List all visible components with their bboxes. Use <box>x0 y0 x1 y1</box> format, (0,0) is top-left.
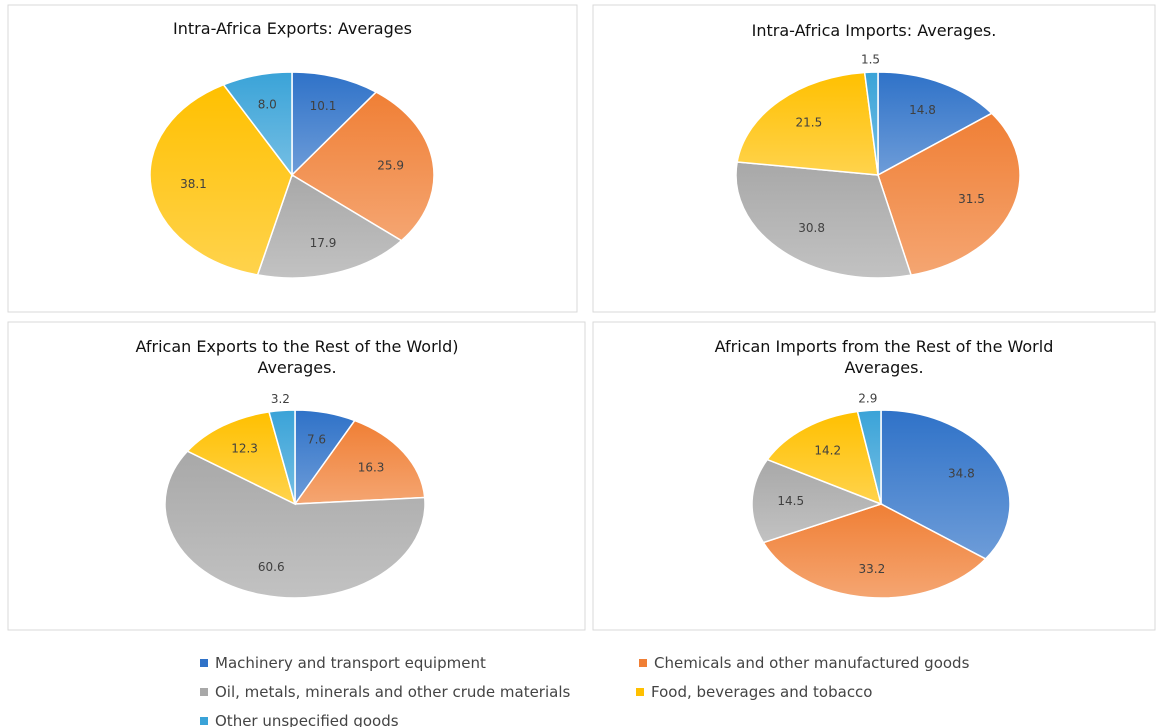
pie-slice <box>766 410 883 506</box>
legend-swatch <box>636 687 644 696</box>
pie-slice <box>877 112 1021 277</box>
pie-slice <box>856 409 882 505</box>
data-label: 14.8 <box>909 103 936 117</box>
legend-item: Chemicals and other manufactured goods <box>639 648 1074 677</box>
data-label: 60.6 <box>258 560 285 574</box>
legend-label: Oil, metals, minerals and other crude ma… <box>215 682 571 701</box>
pie-slice <box>762 503 987 599</box>
pie-slice <box>268 409 296 505</box>
legend-label: Other unspecified goods <box>215 711 399 727</box>
pie-slice <box>863 71 879 176</box>
pie-slice <box>293 419 426 505</box>
data-label: 31.5 <box>958 192 985 206</box>
pie-slice <box>290 91 435 242</box>
data-label: 16.3 <box>358 460 385 474</box>
data-label: 7.6 <box>307 433 326 447</box>
pie-slice <box>736 71 879 176</box>
pie-slice <box>149 83 293 276</box>
pie-slice <box>751 458 884 544</box>
data-label: 25.9 <box>377 159 404 173</box>
data-label: 21.5 <box>796 116 823 130</box>
chart-title: African Exports to the Rest of the World… <box>135 337 459 377</box>
pie-slice <box>186 411 297 506</box>
pie-slice <box>222 71 293 178</box>
data-label: 38.1 <box>180 177 207 191</box>
legend-swatch <box>200 687 208 696</box>
panel <box>592 321 1156 631</box>
legend-swatch <box>639 658 647 667</box>
data-label: 3.2 <box>271 392 290 406</box>
legend-item: Machinery and transport equipment <box>200 648 635 677</box>
chart-title: Intra-Africa Exports: Averages <box>173 19 412 38</box>
pie-slice <box>880 409 1011 560</box>
pie-slice <box>291 71 378 177</box>
data-label: 14.2 <box>814 443 841 457</box>
legend-item: Other unspecified goods <box>200 706 635 727</box>
pie-slice <box>256 173 403 279</box>
panel <box>592 4 1156 313</box>
pie-slice <box>877 71 993 177</box>
data-label: 8.0 <box>258 98 277 112</box>
data-label: 2.9 <box>858 392 877 406</box>
data-label: 14.5 <box>777 494 804 508</box>
legend-item: Food, beverages and tobacco <box>636 677 1036 706</box>
data-label: 10.1 <box>310 99 337 113</box>
legend-item: Oil, metals, minerals and other crude ma… <box>200 677 640 706</box>
pie-slice <box>735 161 913 279</box>
legend: Machinery and transport equipment Chemica… <box>200 648 1100 727</box>
data-label: 30.8 <box>798 221 825 235</box>
legend-label: Chemicals and other manufactured goods <box>654 653 970 672</box>
panel <box>7 321 586 631</box>
panel <box>7 4 578 313</box>
chart-title: Intra-Africa Imports: Averages. <box>751 21 997 40</box>
data-label: 33.2 <box>859 562 886 576</box>
legend-label: Food, beverages and tobacco <box>651 682 873 701</box>
data-label: 17.9 <box>310 236 337 250</box>
legend-swatch <box>200 658 208 667</box>
data-label: 34.8 <box>948 467 975 481</box>
legend-label: Machinery and transport equipment <box>215 653 486 672</box>
pie-slice <box>164 450 426 599</box>
legend-swatch <box>200 716 208 725</box>
chart-title: African Imports from the Rest of the Wor… <box>714 337 1054 377</box>
data-label: 12.3 <box>231 442 258 456</box>
data-label: 1.5 <box>861 52 880 66</box>
